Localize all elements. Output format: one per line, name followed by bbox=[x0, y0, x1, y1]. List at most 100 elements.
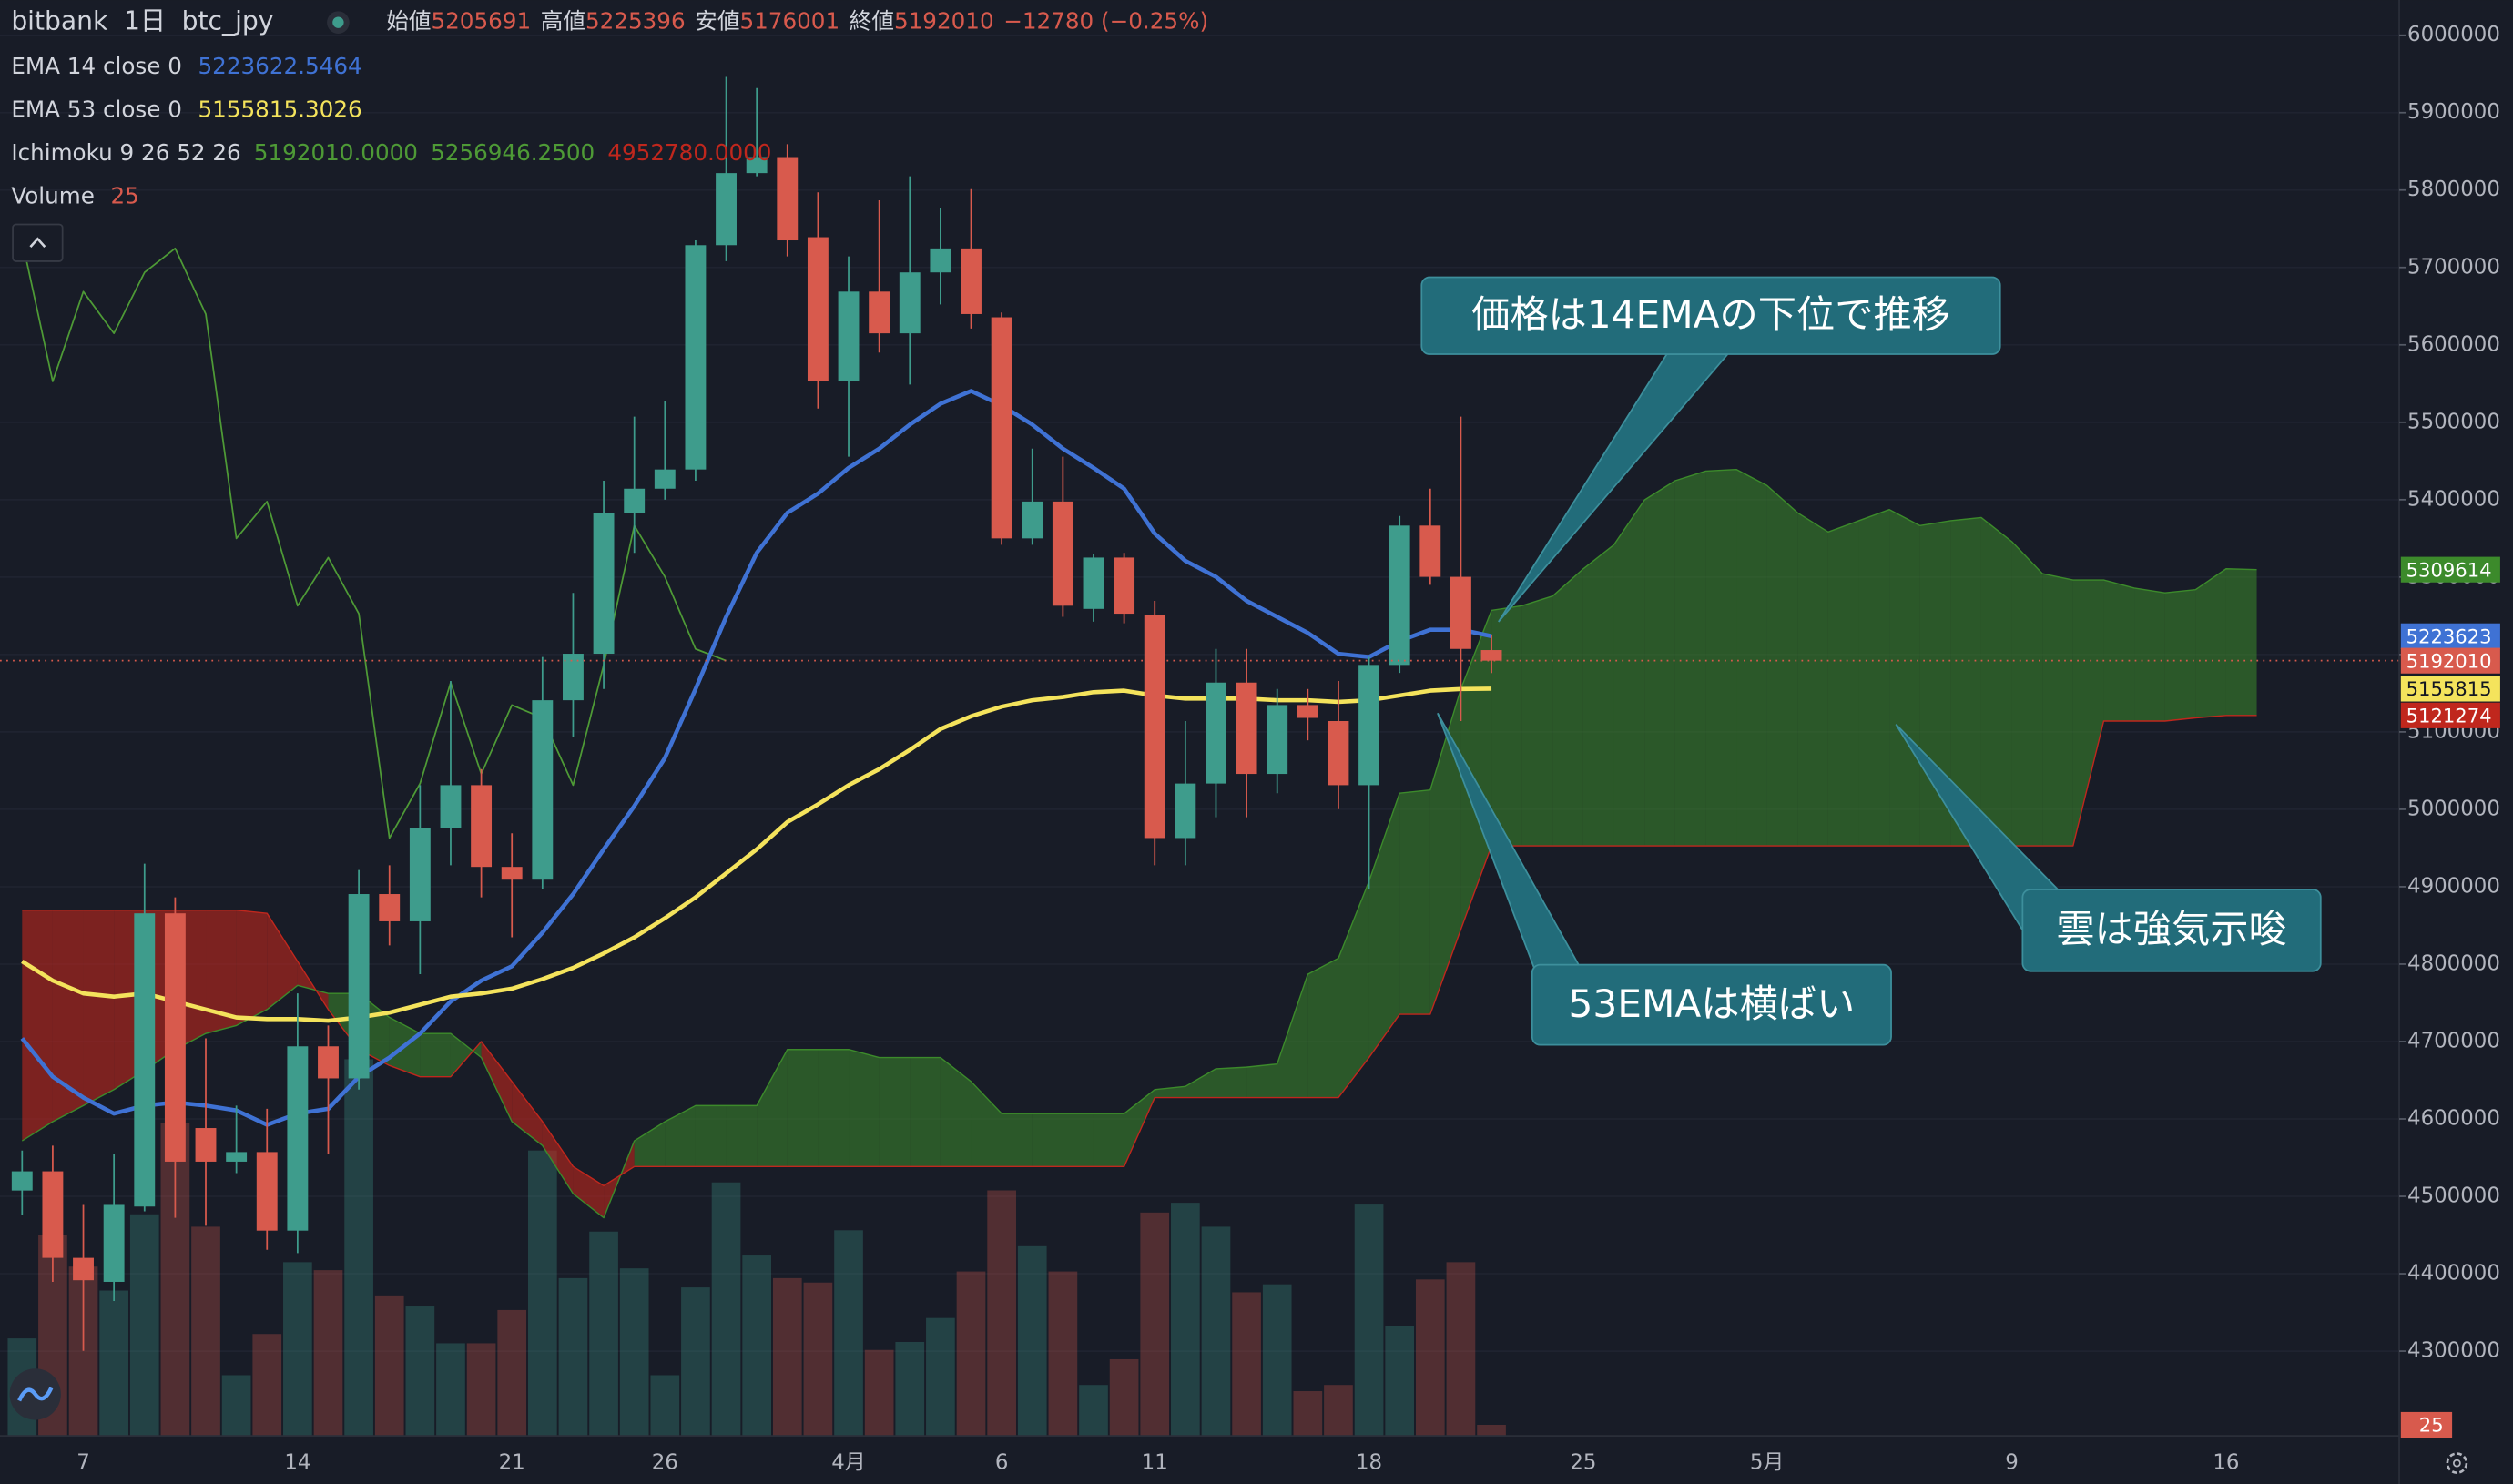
candle-body bbox=[195, 1128, 217, 1162]
annotation: 雲は強気示唆 bbox=[1895, 724, 2322, 972]
candle-body bbox=[1450, 576, 1471, 649]
annotation-box bbox=[1420, 276, 2001, 355]
volume-bar bbox=[650, 1375, 680, 1437]
cloud-segment bbox=[83, 910, 115, 1106]
volume-bar bbox=[436, 1343, 465, 1437]
candle-body bbox=[164, 913, 186, 1162]
annotation-text: 53EMAは横ばい bbox=[1569, 981, 1856, 1026]
ohlc-value: 5192010 bbox=[894, 8, 994, 35]
x-tick-label: 18 bbox=[1356, 1451, 1382, 1475]
volume-bar bbox=[681, 1287, 710, 1437]
close-badge: 5192010 bbox=[2400, 647, 2500, 674]
settings-button[interactable] bbox=[2446, 1452, 2468, 1474]
y-tick-label: 4500000 bbox=[2407, 1184, 2500, 1208]
candle-body bbox=[1389, 525, 1410, 666]
badge-label: 5192010 bbox=[2406, 649, 2492, 672]
ohlc-label: 安値 bbox=[695, 8, 739, 35]
candle-body bbox=[716, 173, 737, 246]
status-dot bbox=[332, 16, 344, 28]
volume-bar bbox=[711, 1182, 741, 1437]
cloud-segment bbox=[2011, 541, 2043, 847]
collapse-button[interactable] bbox=[12, 223, 64, 262]
cloud-segment bbox=[665, 1105, 696, 1167]
collapse-icon[interactable] bbox=[29, 237, 46, 248]
candle-body bbox=[807, 237, 829, 381]
volume-bar bbox=[1293, 1391, 1323, 1437]
volume-bar bbox=[1232, 1292, 1261, 1437]
logo-mark[interactable] bbox=[17, 1387, 54, 1402]
x-tick-label: 7 bbox=[76, 1451, 90, 1475]
candle-body bbox=[471, 785, 493, 868]
annotation: 価格は14EMAの下位で推移 bbox=[1420, 276, 2001, 623]
ohlc-label: 始値 bbox=[386, 8, 431, 35]
settings-icon[interactable] bbox=[2446, 1452, 2468, 1474]
plot-area bbox=[0, 34, 2400, 1437]
candle-body bbox=[961, 248, 982, 314]
volume-bar bbox=[1262, 1284, 1292, 1437]
cloud-segment bbox=[512, 1081, 543, 1146]
candle-body bbox=[1267, 705, 1288, 775]
volume-bar bbox=[252, 1334, 282, 1437]
y-tick-label: 6000000 bbox=[2407, 23, 2500, 46]
volume-bar bbox=[987, 1190, 1016, 1437]
volume-bar bbox=[895, 1341, 925, 1437]
cloud-segment bbox=[1736, 469, 1767, 847]
settings-icon-center[interactable] bbox=[2452, 1459, 2461, 1468]
cloud-segment bbox=[1980, 517, 2012, 847]
candle-body bbox=[226, 1152, 248, 1162]
cloud-segment bbox=[1277, 974, 1308, 1098]
symbol-info: bitbank 1日 btc_jpy bbox=[11, 6, 273, 36]
logo[interactable] bbox=[9, 1368, 61, 1420]
cloud-segment bbox=[542, 1121, 574, 1194]
badge-label: 25 bbox=[2419, 1414, 2444, 1437]
volume-bar bbox=[1324, 1385, 1353, 1437]
candle-body bbox=[1114, 557, 1135, 615]
cloud-segment bbox=[1093, 1113, 1124, 1167]
cloud-segment bbox=[1338, 880, 1369, 1098]
volume-bar bbox=[1140, 1212, 1170, 1437]
cloud-segment bbox=[1002, 1113, 1033, 1167]
candle-body bbox=[930, 248, 951, 273]
indicator-value: 4952780.0000 bbox=[607, 139, 771, 166]
candle-body bbox=[685, 245, 707, 470]
candle-body bbox=[409, 828, 431, 921]
badge-bg bbox=[2400, 623, 2500, 649]
candle-body bbox=[1206, 682, 1226, 784]
volume-bar bbox=[1385, 1326, 1415, 1437]
indicator-value: 5223622.5464 bbox=[198, 53, 361, 79]
cloud-segment bbox=[1827, 520, 1859, 847]
cloud-segment bbox=[1889, 509, 1920, 847]
volume-bar bbox=[1477, 1424, 1506, 1437]
candle-body bbox=[42, 1171, 64, 1258]
ohlc-label: 終値 bbox=[850, 8, 894, 35]
candle-body bbox=[899, 272, 921, 334]
y-tick-label: 5400000 bbox=[2407, 487, 2500, 511]
indicator-value: 5256946.2500 bbox=[431, 139, 595, 166]
y-tick-label: 4300000 bbox=[2407, 1339, 2500, 1363]
candle-body bbox=[256, 1152, 278, 1231]
cloud-segment bbox=[1858, 509, 1890, 847]
cloud-segment bbox=[757, 1049, 788, 1167]
x-tick-label: 11 bbox=[1142, 1451, 1168, 1475]
cloud-segment bbox=[1246, 1063, 1277, 1098]
badge-bg bbox=[2400, 702, 2500, 728]
y-tick-label: 5000000 bbox=[2407, 797, 2500, 820]
volume-bar bbox=[374, 1295, 404, 1437]
cloud-segment bbox=[1705, 469, 1737, 847]
cloud-segment bbox=[2042, 574, 2073, 847]
volume-bar bbox=[129, 1214, 159, 1437]
cloud-segment bbox=[818, 1049, 850, 1167]
volume-bar bbox=[1446, 1262, 1476, 1437]
candle-body bbox=[348, 894, 370, 1079]
candle-body bbox=[593, 513, 615, 655]
candle-body bbox=[1358, 665, 1380, 786]
collapse-button-bg[interactable] bbox=[12, 223, 64, 262]
cloud-segment bbox=[420, 1033, 451, 1077]
volume-bar bbox=[1201, 1226, 1231, 1437]
cloud-segment bbox=[1216, 1067, 1247, 1098]
annotation-box bbox=[2021, 889, 2322, 972]
indicator-value: 25 bbox=[111, 183, 139, 209]
candle-body bbox=[379, 894, 401, 921]
cloud-segment bbox=[481, 1041, 513, 1122]
